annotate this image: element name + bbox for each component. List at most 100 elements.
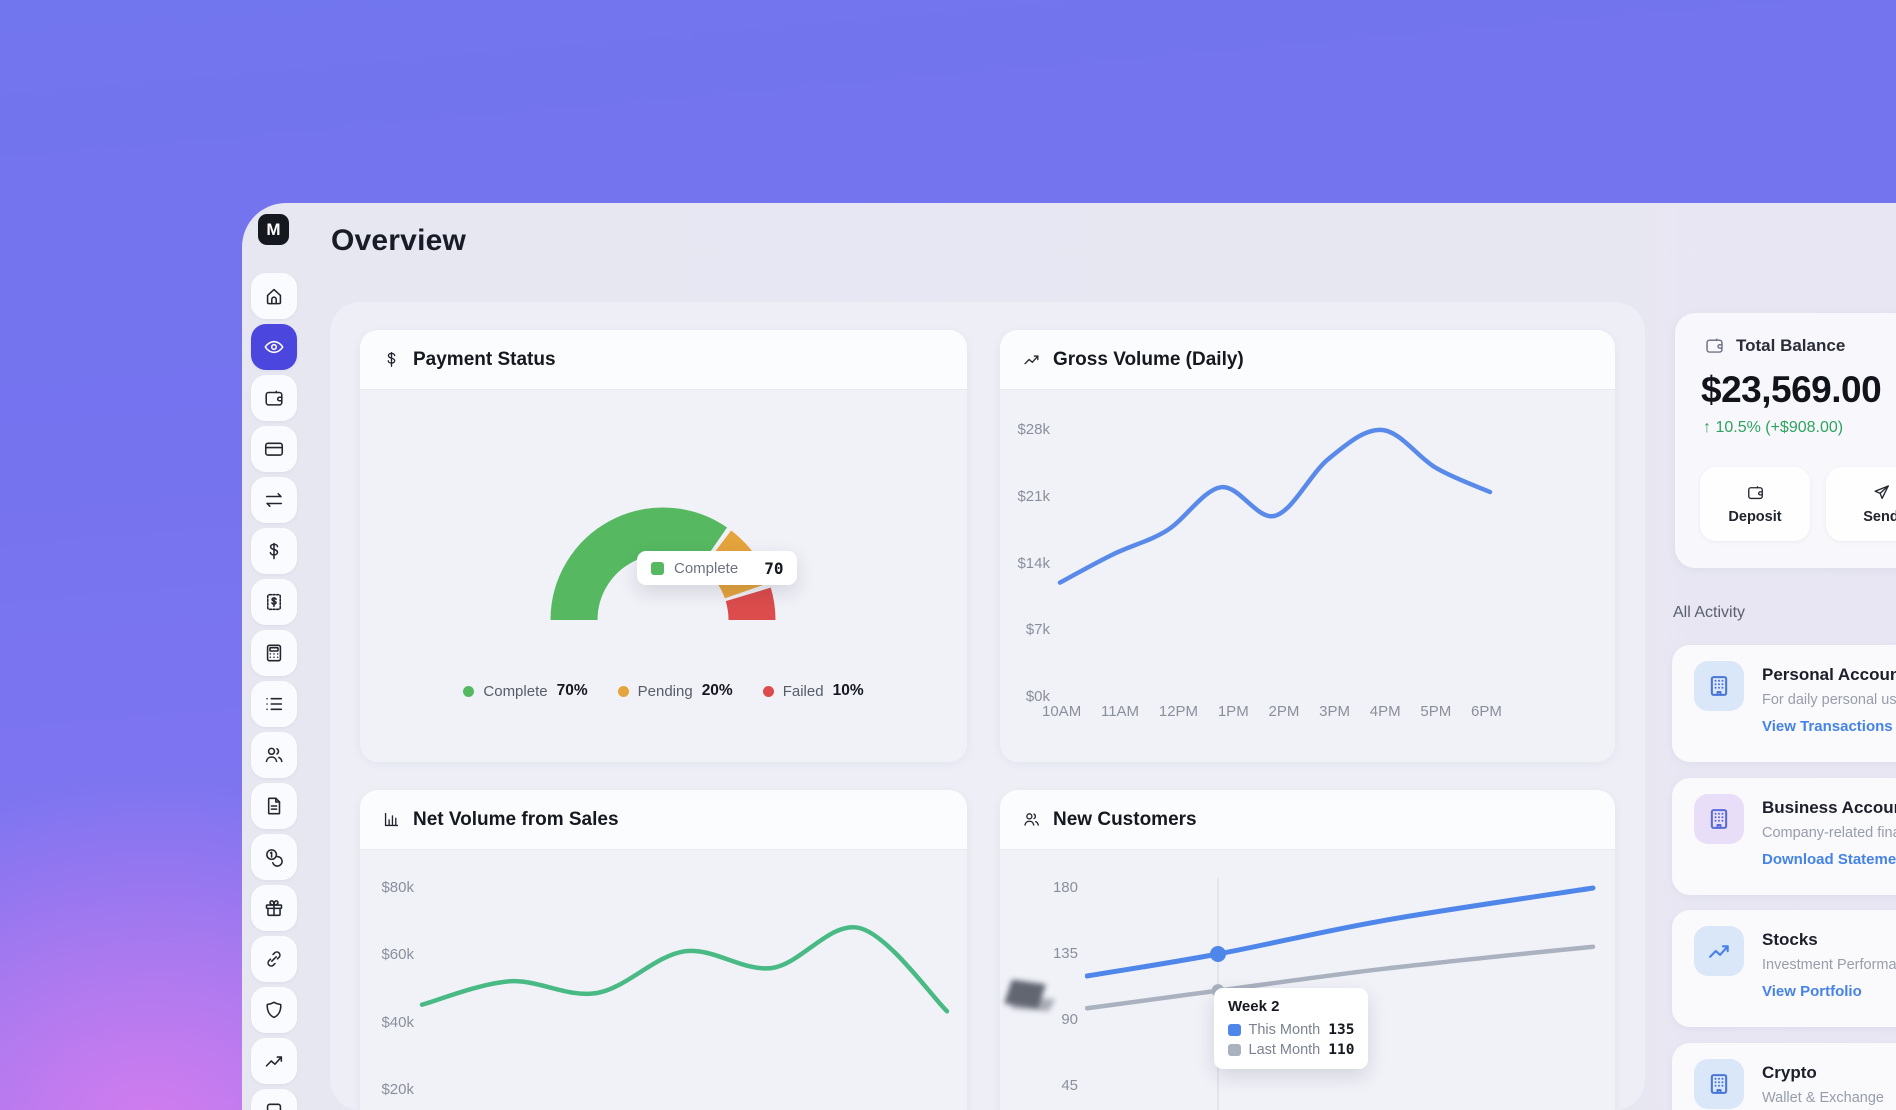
sidebar-item-cards[interactable] <box>251 426 297 472</box>
send-icon <box>1873 485 1889 500</box>
activity-title: Crypto <box>1762 1063 1817 1082</box>
building-icon <box>1710 1074 1728 1094</box>
trending-up-icon <box>265 1056 283 1067</box>
legend-label: Failed <box>782 682 824 700</box>
shield-icon <box>266 1001 282 1019</box>
calculator-icon <box>266 644 282 662</box>
activity-personal-account: Personal Account For daily personal use … <box>1672 645 1896 762</box>
page-title: Overview <box>331 224 467 257</box>
legend-label: Pending <box>637 682 693 700</box>
gross-volume-header: Gross Volume (Daily) <box>1000 330 1615 390</box>
all-activity-label: All Activity <box>1673 604 1746 621</box>
transfer-arrows-icon <box>265 493 283 507</box>
activity-subtitle: Wallet & Exchange <box>1762 1090 1884 1106</box>
new-customers-card: New Customers 180 135 90 45 Week 2 This Mon… <box>1000 790 1615 1110</box>
trending-up-icon-tile <box>1694 926 1744 976</box>
app-logo[interactable]: M <box>258 214 289 245</box>
legend-value: 70% <box>556 682 588 699</box>
dollar-icon <box>387 352 396 367</box>
send-button[interactable]: Send <box>1826 467 1896 541</box>
receipt-dollar-icon <box>266 593 282 611</box>
legend-label: Complete <box>483 682 548 700</box>
home-icon <box>266 288 282 305</box>
legend-value: 10% <box>832 682 864 699</box>
legend-item-complete: Complete 70% <box>463 682 588 700</box>
bar-chart-icon <box>384 812 399 827</box>
gross-volume-chart <box>1057 427 1493 585</box>
sidebar-item-home[interactable] <box>251 273 297 319</box>
net-volume-yaxis: $80k $60k $40k $20k <box>381 879 414 1098</box>
sidebar-item-transfers[interactable] <box>251 477 297 523</box>
gift-icon <box>265 900 283 917</box>
deposit-button[interactable]: Deposit <box>1700 467 1810 541</box>
net-volume-header: Net Volume from Sales <box>360 790 967 850</box>
gauge-tooltip: Complete 70 <box>637 551 798 585</box>
total-balance-change: ↑ 10.5% (+$908.00) <box>1703 419 1844 436</box>
credit-card-icon <box>264 442 284 456</box>
payment-status-card: Payment Status Complete 70 Complete 70% … <box>360 330 967 762</box>
new-customers-yaxis: 180 135 90 45 <box>1052 879 1078 1094</box>
sidebar-item-coins[interactable] <box>251 834 297 880</box>
this-month-swatch <box>1228 1023 1241 1037</box>
legend-item-failed: Failed 10% <box>762 682 864 700</box>
building-icon <box>1710 809 1728 829</box>
device-icon <box>266 1103 282 1110</box>
building-icon-tile <box>1694 1059 1744 1109</box>
sidebar-item-payments[interactable] <box>251 528 297 574</box>
activity-business-account: Business Account Company-related finance… <box>1672 778 1896 895</box>
activity-stocks: Stocks Investment Performance View Portf… <box>1672 910 1896 1027</box>
file-text-icon <box>267 797 281 815</box>
week2-tooltip-title: Week 2 <box>1228 998 1280 1015</box>
wallet-icon <box>1747 486 1763 500</box>
trending-up-icon <box>1024 355 1039 365</box>
new-customers-header: New Customers <box>1000 790 1615 850</box>
building-icon <box>1710 676 1728 696</box>
legend-item-pending: Pending 20% <box>617 682 733 700</box>
total-balance-row: Total Balance <box>1704 335 1845 356</box>
last-month-swatch <box>1228 1043 1241 1057</box>
net-volume-card: Net Volume from Sales $80k $60k $40k $20k <box>360 790 967 1110</box>
gross-volume-title: Gross Volume (Daily) <box>1053 348 1244 370</box>
building-icon-tile <box>1694 794 1744 844</box>
net-volume-chart <box>419 924 950 1014</box>
net-volume-title: Net Volume from Sales <box>413 808 619 830</box>
activity-title: Stocks <box>1762 930 1818 949</box>
payment-status-title: Payment Status <box>413 348 556 370</box>
total-balance-amount: $23,569.00 <box>1701 369 1882 410</box>
sidebar-item-security[interactable] <box>251 987 297 1033</box>
activity-subtitle: Company-related finances <box>1762 825 1896 841</box>
sidebar-item-customers[interactable] <box>251 732 297 778</box>
dollar-icon <box>269 542 279 560</box>
trending-up-icon <box>1709 945 1729 958</box>
activity-title: Personal Account <box>1762 665 1896 684</box>
sidebar-item-analytics[interactable] <box>251 1038 297 1084</box>
wallet-icon <box>265 390 283 406</box>
view-portfolio-link[interactable]: View Portfolio <box>1762 983 1862 1000</box>
tooltip-row-this-month: This Month 135 <box>1228 1022 1354 1038</box>
wallet-icon <box>1706 338 1723 353</box>
week2-tooltip: Week 2 This Month 135 Last Month 110 <box>1214 988 1369 1069</box>
new-customers-title: New Customers <box>1053 808 1197 830</box>
sidebar-item-rewards[interactable] <box>251 885 297 931</box>
link-icon <box>267 951 281 967</box>
view-transactions-link[interactable]: View Transactions <box>1762 718 1893 735</box>
blurred-cursor-artifact <box>1000 978 1058 1024</box>
eye-icon <box>264 340 284 354</box>
legend-value: 20% <box>701 682 733 699</box>
sidebar-item-invoices[interactable] <box>251 579 297 625</box>
app-logo-letter: M <box>266 219 281 239</box>
sidebar-item-accounting[interactable] <box>251 630 297 676</box>
users-icon <box>265 747 283 763</box>
sidebar-item-overview[interactable] <box>251 324 297 370</box>
list-icon <box>266 697 283 711</box>
sidebar-item-documents[interactable] <box>251 783 297 829</box>
gauge-tooltip-label: Complete <box>674 559 739 577</box>
download-statement-link[interactable]: Download Statement <box>1762 851 1896 868</box>
gross-volume-card: Gross Volume (Daily) $28k $21k $14k $7k $0k … <box>1000 330 1615 762</box>
sidebar-item-device[interactable] <box>251 1089 297 1110</box>
activity-subtitle: Investment Performance <box>1762 957 1896 973</box>
sidebar-item-wallet[interactable] <box>251 375 297 421</box>
sidebar-item-integrations[interactable] <box>251 936 297 982</box>
sidebar-item-transactions[interactable] <box>251 681 297 727</box>
